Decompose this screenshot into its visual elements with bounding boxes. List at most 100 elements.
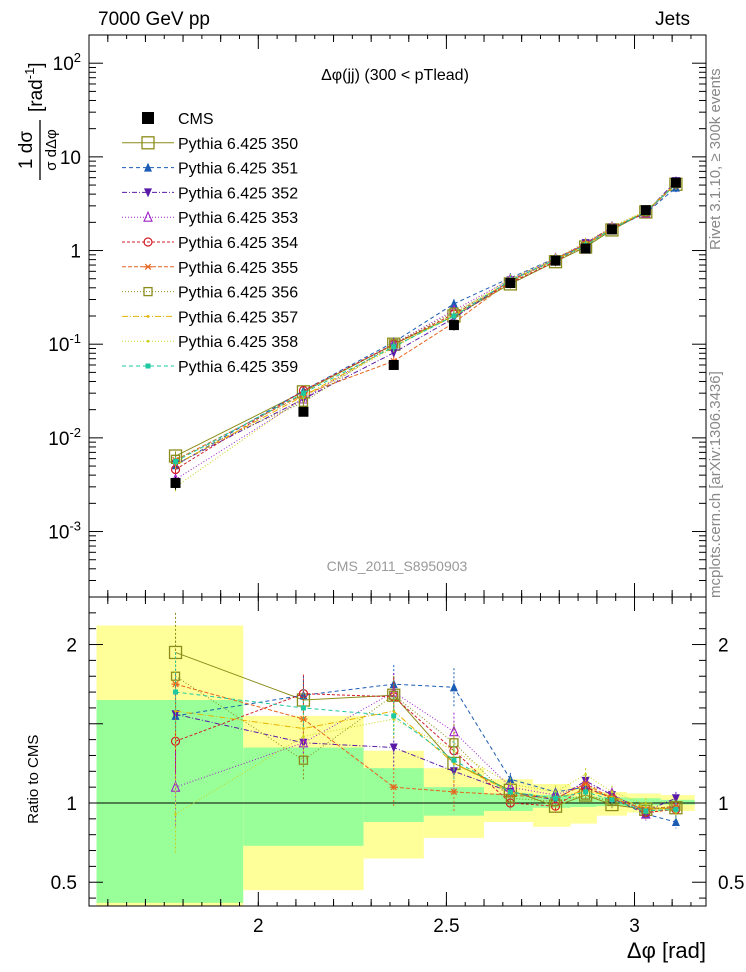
legend-entry-s352: Pythia 6.425 352: [122, 185, 298, 202]
legend-entry-s356: Pythia 6.425 356: [122, 285, 298, 302]
ratio-point-s357: [174, 709, 177, 713]
legend-label: Pythia 6.425 356: [178, 285, 298, 302]
legend-label: Pythia 6.425 352: [178, 185, 298, 202]
point-cms: [388, 359, 399, 370]
header-right: Jets: [655, 9, 690, 30]
plot-title: Δφ(jj) (300 < pTlead): [321, 67, 469, 84]
ratio-point-s359: [553, 795, 559, 801]
ratio-point-s359: [173, 689, 179, 695]
ratio-panel-frame: [88, 596, 707, 907]
ratio-stat-band-bin: [96, 700, 244, 903]
point-cms: [640, 205, 651, 216]
legend-label: Pythia 6.425 350: [178, 136, 298, 153]
ratio-point-s359: [673, 806, 679, 812]
series-line-s359: [175, 183, 677, 462]
ratio-point-s355: [449, 788, 458, 796]
point-s352: [389, 348, 398, 358]
point-cms: [670, 177, 681, 188]
ratio-point-s358: [610, 790, 614, 794]
legend-marker-s350: [141, 136, 155, 150]
legend-label: CMS: [178, 111, 214, 128]
ratio-point-s356: [389, 690, 399, 700]
legend-entry-s350: Pythia 6.425 350: [122, 136, 298, 153]
ratio-point-s355: [389, 783, 398, 791]
ratio-point-s351: [449, 682, 458, 692]
ratio-point-s358: [584, 773, 587, 776]
legend-marker-s354: [143, 237, 153, 247]
ratio-point-s359: [507, 789, 513, 795]
y-axis-label-unit: [rad-1]: [22, 62, 47, 112]
legend-marker-cms: [142, 112, 154, 124]
point-cms: [550, 255, 561, 266]
legend-entry-s357: Pythia 6.425 357: [122, 309, 298, 326]
ratio-point-s358: [302, 735, 305, 738]
legend-entry-s351: Pythia 6.425 351: [122, 161, 298, 178]
point-cms: [448, 320, 459, 331]
ratio-point-s357: [610, 795, 614, 798]
ratio-line-s351: [175, 683, 677, 823]
legend-entry-s353: Pythia 6.425 353: [122, 210, 298, 227]
legend-marker-s353: [143, 210, 153, 222]
ratio-point-s359: [583, 789, 589, 795]
x-tick-label: 2: [253, 916, 264, 937]
legend-label: Pythia 6.425 357: [178, 309, 298, 326]
legend-label: Pythia 6.425 359: [178, 359, 298, 376]
series-line-s353: [175, 183, 677, 480]
ratio-y-axis-label: Ratio to CMS: [25, 735, 42, 824]
ratio-point-s354: [505, 798, 515, 808]
x-tick-label: 3: [629, 916, 640, 937]
legend-marker-s356: [143, 286, 153, 297]
legend-marker-s352: [144, 188, 152, 198]
ratio-y-tick-label: 1: [66, 794, 77, 815]
point-s359: [451, 313, 457, 319]
ratio-line-s350: [175, 651, 676, 810]
ratio-point-s358: [174, 812, 177, 816]
ratio-line-s358: [175, 718, 677, 815]
point-cms: [505, 278, 516, 289]
legend-label: Pythia 6.425 355: [178, 260, 298, 277]
legend-marker-s355: [144, 263, 152, 271]
legend-entry-s359: Pythia 6.425 359: [122, 359, 298, 376]
ratio-y-tick-label: 0.5: [51, 873, 77, 894]
ratio-point-s357: [452, 762, 456, 765]
ratio-point-s358: [509, 782, 512, 786]
ratio-point-s359: [391, 713, 397, 719]
legend-entry-cms: CMS: [142, 111, 214, 128]
ratio-point-s352: [449, 767, 458, 777]
ratio-point-s359: [451, 757, 457, 763]
ratio-point-s357: [392, 709, 396, 713]
ratio-point-s359: [609, 797, 615, 803]
legend-label: Pythia 6.425 358: [178, 334, 298, 351]
point-cms: [170, 477, 181, 488]
y-axis-label-denominator: σ dΔφ: [43, 129, 60, 171]
point-cms: [298, 406, 309, 417]
ratio-point-s351: [671, 817, 680, 827]
legend-label: Pythia 6.425 353: [178, 210, 298, 227]
legend-entry-s354: Pythia 6.425 354: [122, 235, 298, 252]
point-s359: [391, 344, 397, 350]
x-axis-label: Δφ [rad]: [627, 938, 706, 963]
legend-entry-s358: Pythia 6.425 358: [122, 334, 298, 351]
y-tick-label: 10: [60, 148, 81, 169]
x-tick-label: 2.5: [433, 916, 459, 937]
ratio-point-s354: [550, 801, 561, 811]
ratio-y-tick-label: 2: [66, 636, 77, 657]
ratio-y-tick-label-right: 2: [718, 636, 729, 657]
point-s359: [300, 390, 306, 396]
series-line-s357: [175, 183, 677, 465]
ratio-point-s358: [392, 717, 396, 721]
y-tick-label: 1: [70, 242, 81, 263]
y-tick-label: 10-2: [48, 425, 81, 450]
legend-marker-s358: [146, 339, 150, 343]
ratio-stat-band-bin: [570, 796, 597, 807]
ratio-point-s356: [298, 755, 309, 765]
y-tick-label: 10-1: [48, 331, 81, 356]
ratio-y-tick-label-right: 1: [718, 794, 729, 815]
ratio-y-tick-label-right: 0.5: [718, 873, 744, 894]
analysis-id: CMS_2011_S8950903: [327, 558, 468, 574]
ratio-point-s352: [389, 743, 398, 753]
legend-entry-s355: Pythia 6.425 355: [122, 260, 298, 277]
y-tick-label: 102: [53, 50, 81, 75]
point-cms: [580, 243, 591, 254]
